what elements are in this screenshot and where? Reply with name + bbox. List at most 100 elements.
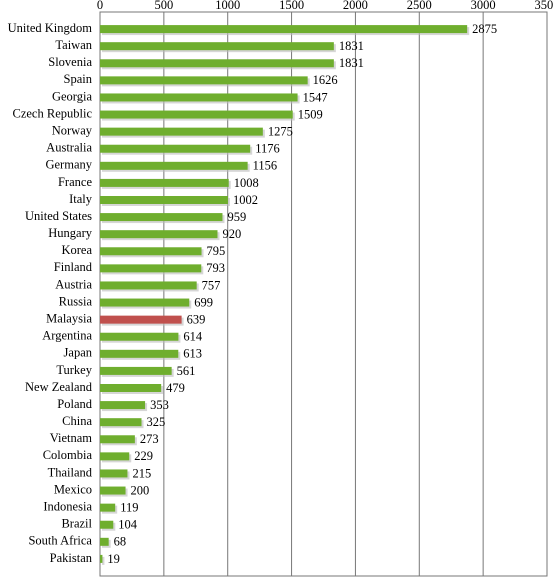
bar [100, 520, 114, 529]
bar [100, 127, 263, 136]
bar [100, 349, 179, 358]
value-label: 1831 [339, 56, 364, 70]
y-tick-label: Argentina [42, 329, 92, 343]
value-label: 959 [227, 210, 246, 224]
bar [100, 76, 308, 85]
bar [100, 93, 298, 102]
y-tick-label: Finland [54, 260, 93, 274]
value-label: 273 [140, 432, 159, 446]
value-label: 1831 [339, 39, 364, 53]
value-label: 19 [107, 552, 120, 566]
bar-shadow [102, 556, 105, 565]
y-tick-label: Australia [46, 141, 92, 155]
value-label: 920 [222, 227, 241, 241]
value-label: 104 [118, 518, 138, 532]
bar [100, 110, 293, 119]
value-label: 200 [131, 483, 150, 497]
y-tick-label: Vietnam [50, 431, 93, 445]
bar [100, 486, 126, 495]
value-label: 1626 [313, 73, 338, 87]
value-label: 325 [147, 415, 166, 429]
y-tick-label: United Kingdom [8, 21, 93, 35]
value-label: 229 [134, 449, 153, 463]
bar [100, 537, 109, 546]
y-tick-label: Spain [64, 72, 93, 86]
y-tick-label: South Africa [28, 534, 92, 548]
bar [100, 144, 251, 153]
bar [100, 452, 130, 461]
x-tick-label: 1000 [215, 0, 240, 12]
y-tick-label: Indonesia [43, 500, 92, 514]
value-label: 613 [183, 347, 202, 361]
value-label: 1176 [255, 142, 280, 156]
value-label: 793 [206, 261, 225, 275]
y-tick-label: Norway [52, 124, 93, 138]
bar [100, 469, 128, 478]
bar [100, 230, 218, 239]
value-label: 479 [166, 381, 185, 395]
value-label: 614 [183, 330, 203, 344]
x-tick-label: 0 [97, 0, 103, 12]
value-label: 2875 [472, 22, 497, 36]
y-tick-label: Hungary [48, 226, 92, 240]
value-label: 1002 [233, 193, 258, 207]
bar [100, 59, 334, 68]
value-label: 215 [132, 466, 151, 480]
y-tick-label: Germany [45, 158, 92, 172]
x-tick-label: 3000 [471, 0, 496, 12]
value-label: 119 [120, 501, 138, 515]
value-label: 561 [177, 364, 196, 378]
y-tick-label: Turkey [56, 363, 92, 377]
bar [100, 401, 146, 410]
y-tick-label: Thailand [48, 465, 93, 479]
x-tick-label: 2000 [343, 0, 368, 12]
y-tick-label: China [62, 414, 92, 428]
x-tick-label: 500 [154, 0, 173, 12]
bar [100, 247, 202, 256]
y-tick-label: France [58, 175, 92, 189]
value-label: 1509 [298, 107, 323, 121]
y-tick-label: Czech Republic [13, 106, 93, 120]
bar [100, 418, 142, 427]
value-label: 699 [194, 295, 213, 309]
value-label: 1547 [303, 90, 328, 104]
y-tick-label: Slovenia [48, 55, 92, 69]
bar [100, 161, 248, 170]
value-label: 68 [114, 535, 127, 549]
x-tick-label: 3500 [535, 0, 553, 12]
value-label: 1156 [253, 159, 278, 173]
value-label: 639 [187, 313, 206, 327]
bar [100, 503, 116, 512]
bar [100, 281, 197, 290]
y-tick-label: New Zealand [25, 380, 93, 394]
value-label: 353 [150, 398, 169, 412]
y-tick-label: Russia [59, 294, 93, 308]
y-tick-label: Brazil [61, 517, 92, 531]
value-label: 1275 [268, 125, 293, 139]
x-tick-label: 1500 [279, 0, 304, 12]
bar [100, 366, 172, 375]
y-tick-label: Austria [55, 277, 92, 291]
bar [100, 332, 179, 341]
y-tick-label: Korea [61, 243, 92, 257]
y-tick-label: Malaysia [46, 312, 92, 326]
y-tick-label: Taiwan [55, 38, 92, 52]
y-tick-label: Italy [69, 192, 93, 206]
y-tick-label: Pakistan [50, 551, 93, 565]
bar [100, 264, 202, 273]
value-label: 795 [207, 244, 226, 258]
y-tick-label: Mexico [54, 482, 92, 496]
y-tick-label: United States [25, 209, 92, 223]
bar [100, 178, 229, 187]
y-tick-label: Georgia [52, 89, 92, 103]
x-tick-label: 2500 [407, 0, 432, 12]
bar [100, 554, 103, 563]
bar [100, 42, 334, 51]
bar [100, 196, 228, 204]
bar [100, 298, 190, 307]
bar [100, 435, 135, 444]
value-label: 757 [202, 278, 221, 292]
y-tick-label: Colombia [43, 448, 93, 462]
